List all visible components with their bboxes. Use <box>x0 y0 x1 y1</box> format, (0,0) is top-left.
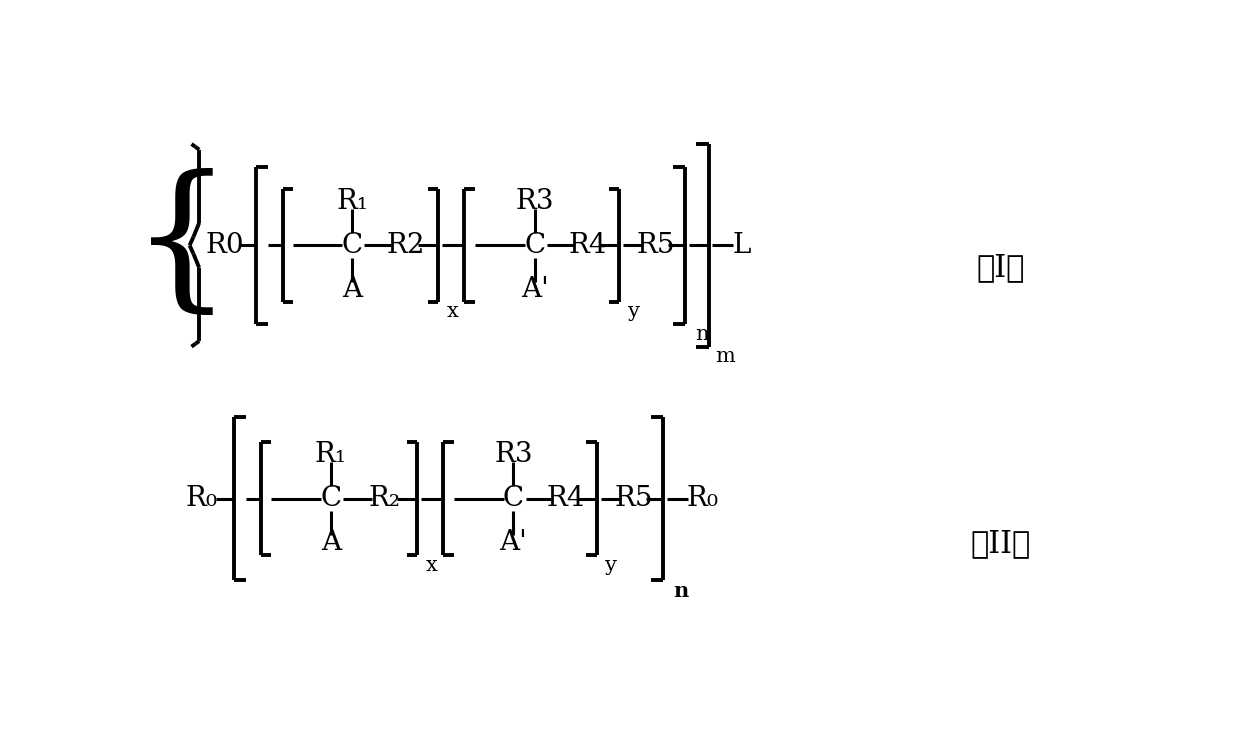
Text: R2: R2 <box>387 232 425 259</box>
Text: R₀: R₀ <box>687 485 719 512</box>
Text: m: m <box>715 347 735 366</box>
Text: R₂: R₂ <box>368 485 401 512</box>
Text: x: x <box>448 302 459 321</box>
Text: R₁: R₁ <box>336 188 368 215</box>
Text: R₀: R₀ <box>185 485 217 512</box>
Text: A': A' <box>521 276 548 303</box>
Text: n: n <box>696 325 708 344</box>
Text: C: C <box>341 232 362 259</box>
Text: R3: R3 <box>495 442 533 469</box>
Text: {: { <box>131 168 233 322</box>
Text: R3: R3 <box>516 188 554 215</box>
Text: A': A' <box>500 529 527 556</box>
Text: A: A <box>321 529 341 556</box>
Text: C: C <box>525 232 546 259</box>
Text: R4: R4 <box>568 232 606 259</box>
Text: （II）: （II） <box>971 528 1030 559</box>
Text: L: L <box>733 232 751 259</box>
Text: R4: R4 <box>546 485 584 512</box>
Text: A: A <box>342 276 362 303</box>
Text: y: y <box>627 302 640 321</box>
Text: R₁: R₁ <box>315 442 347 469</box>
Text: （I）: （I） <box>976 252 1025 284</box>
Text: R5: R5 <box>636 232 675 259</box>
Text: y: y <box>605 556 618 575</box>
Text: n: n <box>673 581 688 602</box>
Text: C: C <box>320 485 341 512</box>
Text: C: C <box>503 485 525 512</box>
Text: R5: R5 <box>614 485 652 512</box>
Text: R0: R0 <box>206 232 244 259</box>
Text: x: x <box>425 556 438 575</box>
